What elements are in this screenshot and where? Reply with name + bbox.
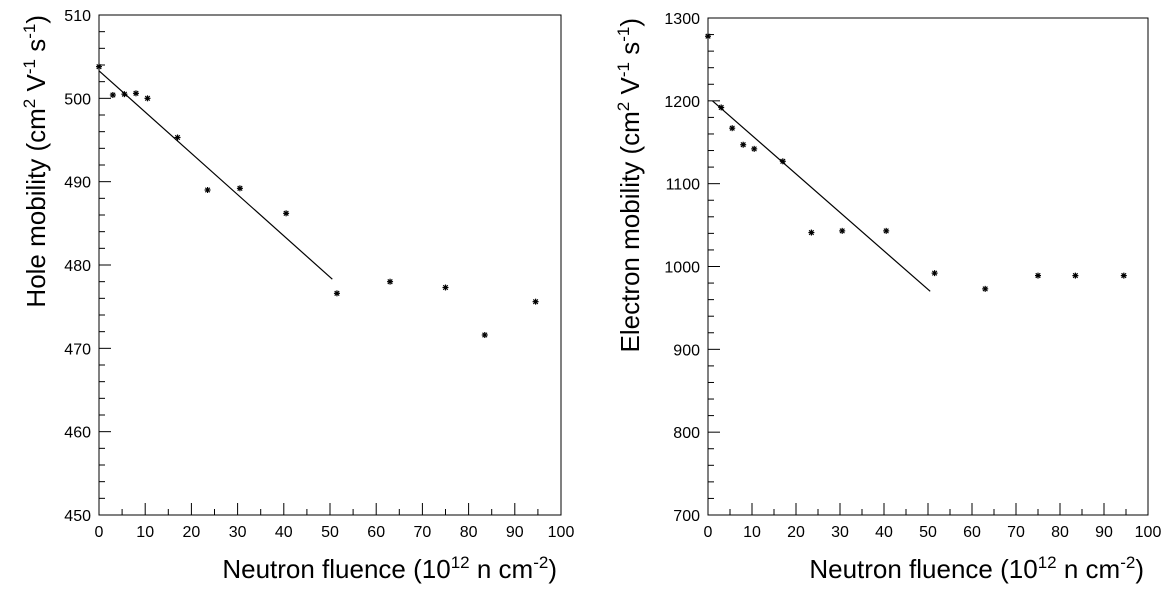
data-point <box>283 210 290 217</box>
data-point <box>751 145 758 152</box>
x-tick-label: 0 <box>704 524 713 541</box>
x-tick-label: 60 <box>963 524 981 541</box>
data-point <box>808 229 815 236</box>
data-point <box>779 158 786 165</box>
x-tick-label: 80 <box>460 524 478 541</box>
y-axis-title: Electron mobility (cm2 V-1 s-1) <box>614 18 645 352</box>
x-tick-label: 40 <box>875 524 893 541</box>
x-tick-label: 70 <box>1007 524 1025 541</box>
data-point <box>96 63 102 70</box>
y-tick-label: 1300 <box>664 11 700 28</box>
data-point <box>931 270 938 277</box>
x-tick-label: 60 <box>367 524 385 541</box>
y-tick-label: 460 <box>64 425 91 442</box>
hole-mobility-plot: 0 10 20 30 40 50 60 70 80 90 100 450 460 470 480 490 500… <box>20 8 575 584</box>
data-point <box>705 33 711 40</box>
x-tick-label: 100 <box>548 524 575 541</box>
data-point <box>132 90 139 97</box>
data-point <box>532 298 539 305</box>
x-tick-label: 30 <box>229 524 247 541</box>
y-tick-label: 480 <box>64 258 91 275</box>
data-point <box>1120 272 1127 279</box>
data-point <box>121 91 128 98</box>
data-point <box>144 95 151 102</box>
y-tick-label: 1200 <box>664 94 700 111</box>
y-tick-label: 510 <box>64 8 91 25</box>
data-point <box>236 185 243 192</box>
data-point <box>442 284 449 291</box>
x-tick-label: 90 <box>506 524 524 541</box>
linear-fit-line <box>98 70 333 280</box>
x-tick-label: 50 <box>321 524 339 541</box>
y-tick-label: 900 <box>673 342 700 359</box>
data-point <box>1035 272 1041 279</box>
y-tick-label: 800 <box>673 425 700 442</box>
data-point <box>1072 272 1079 279</box>
x-tick-label: 90 <box>1095 524 1113 541</box>
data-point <box>740 141 747 148</box>
x-tick-label: 30 <box>831 524 849 541</box>
data-point <box>204 187 211 193</box>
x-tick-label: 80 <box>1051 524 1069 541</box>
hole-mobility-chart: 0 10 20 30 40 50 60 70 80 90 100 450 460 470 480 490 500… <box>20 8 575 584</box>
data-point <box>883 227 890 234</box>
x-tick-label: 10 <box>136 524 154 541</box>
data-point <box>839 227 846 234</box>
x-tick-label: 0 <box>95 524 104 541</box>
y-tick-label: 1000 <box>664 260 700 277</box>
electron-mobility-chart: 0 10 20 30 40 50 60 70 80 90 100 700 800 900 1000 1100 1… <box>588 0 1176 590</box>
plot-frame <box>707 17 1149 516</box>
x-axis-title: Neutron fluence (1012 n cm-2) <box>809 553 1144 584</box>
y-tick-label: 500 <box>64 91 91 108</box>
data-point <box>109 92 116 98</box>
y-axis-title: Hole mobility (cm2 V-1 s-1) <box>20 15 51 308</box>
x-tick-label: 40 <box>275 524 293 541</box>
electron-mobility-plot: 0 10 20 30 40 50 60 70 80 90 100 700 800 900 1000 1100 1… <box>614 11 1162 584</box>
data-point <box>481 332 488 338</box>
plot-frame <box>98 14 562 516</box>
y-tick-label: 470 <box>64 341 91 358</box>
linear-fit-line <box>712 100 931 292</box>
y-tick-label: 700 <box>673 508 700 525</box>
x-tick-label: 100 <box>1135 524 1162 541</box>
x-tick-label: 20 <box>183 524 201 541</box>
x-tick-label: 50 <box>919 524 937 541</box>
data-point <box>387 278 394 285</box>
data-point <box>174 134 181 141</box>
data-point <box>729 125 736 132</box>
data-point <box>982 285 989 292</box>
x-axis-title: Neutron fluence (1012 n cm-2) <box>222 553 557 584</box>
data-point <box>333 290 340 297</box>
y-tick-label: 450 <box>64 508 91 525</box>
y-tick-label: 1100 <box>666 177 701 194</box>
data-point <box>718 104 725 111</box>
x-tick-label: 20 <box>787 524 805 541</box>
x-tick-label: 70 <box>414 524 432 541</box>
y-tick-label: 490 <box>64 175 91 192</box>
x-tick-label: 10 <box>743 524 761 541</box>
